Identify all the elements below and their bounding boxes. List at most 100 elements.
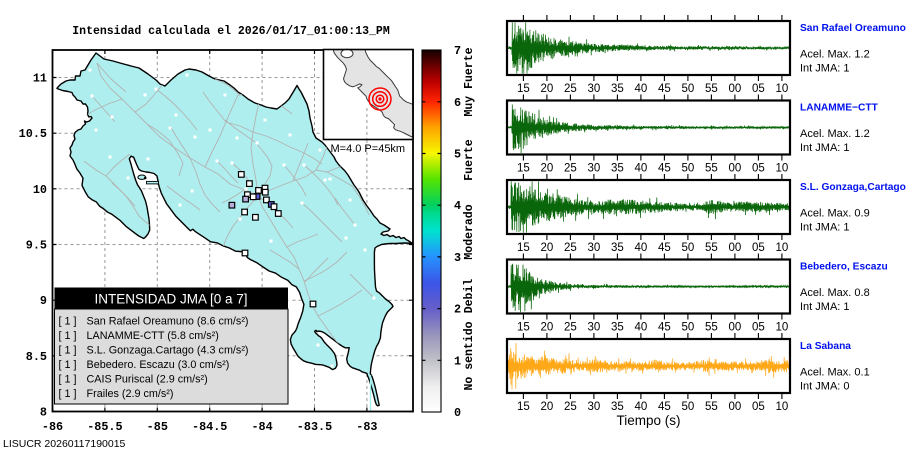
svg-text:INTENSIDAD JMA [0 a 7]: INTENSIDAD JMA [0 a 7] [94,292,247,307]
svg-text:00: 00 [729,242,742,254]
svg-text:-85.5: -85.5 [87,420,122,434]
svg-text:10: 10 [776,163,789,175]
svg-text:-83: -83 [356,420,377,434]
svg-text:55: 55 [705,242,718,254]
svg-text:[ 1 ]: [ 1 ] [59,374,77,386]
svg-text:2: 2 [454,303,461,317]
svg-text:Intensidad calculada el 2026/0: Intensidad calculada el 2026/01/17_01:00… [72,25,390,38]
svg-text:CAIS Puriscal (2.9 cm/s²): CAIS Puriscal (2.9 cm/s²) [87,374,208,386]
svg-text:55: 55 [705,163,718,175]
svg-text:6: 6 [454,96,461,110]
svg-text:20: 20 [541,322,554,334]
svg-text:Int JMA: 1: Int JMA: 1 [800,222,850,234]
svg-text:-84: -84 [251,420,272,434]
svg-text:40: 40 [635,83,648,95]
svg-text:20: 20 [541,242,554,254]
svg-text:[ 1 ]: [ 1 ] [59,345,77,357]
svg-text:00: 00 [729,322,742,334]
svg-text:11: 11 [33,72,47,86]
svg-text:San Rafael Oreamuno (8.6 cm/s²: San Rafael Oreamuno (8.6 cm/s²) [87,316,249,328]
svg-text:20: 20 [541,163,554,175]
svg-text:10.5: 10.5 [19,127,47,141]
svg-text:3: 3 [454,251,461,265]
svg-text:Acel. Max. 1.2: Acel. Max. 1.2 [800,49,870,61]
svg-text:20: 20 [541,401,554,413]
svg-text:05: 05 [752,242,765,254]
svg-text:35: 35 [611,242,624,254]
svg-text:-85: -85 [147,420,168,434]
svg-text:40: 40 [635,242,648,254]
svg-text:15: 15 [517,322,530,334]
svg-text:8.5: 8.5 [26,350,47,364]
svg-text:Muy Fuerte: Muy Fuerte [463,47,476,116]
svg-text:50: 50 [682,83,695,95]
svg-text:05: 05 [752,163,765,175]
svg-text:15: 15 [517,242,530,254]
svg-text:00: 00 [729,401,742,413]
svg-text:4: 4 [454,199,461,213]
svg-text:10: 10 [776,322,789,334]
svg-text:S.L. Gonzaga.Cartago (4.3 cm/s: S.L. Gonzaga.Cartago (4.3 cm/s²) [87,345,249,357]
svg-text:-83.5: -83.5 [297,420,332,434]
svg-text:LANAMME-CTT (5.8 cm/s²): LANAMME-CTT (5.8 cm/s²) [87,330,219,342]
svg-text:05: 05 [752,83,765,95]
svg-text:55: 55 [705,83,718,95]
svg-text:Int JMA: 1: Int JMA: 1 [800,142,850,154]
svg-text:1: 1 [454,354,461,368]
svg-text:30: 30 [588,83,601,95]
svg-text:30: 30 [588,163,601,175]
svg-text:[ 1 ]: [ 1 ] [59,359,77,371]
svg-text:Acel. Max. 0.9: Acel. Max. 0.9 [800,208,870,220]
svg-text:35: 35 [611,322,624,334]
svg-text:05: 05 [752,322,765,334]
svg-text:9: 9 [40,294,47,308]
svg-text:15: 15 [517,163,530,175]
svg-text:40: 40 [635,322,648,334]
svg-text:55: 55 [705,322,718,334]
svg-text:45: 45 [658,322,671,334]
svg-text:35: 35 [611,401,624,413]
svg-text:10: 10 [776,242,789,254]
svg-text:35: 35 [611,83,624,95]
svg-text:[ 1 ]: [ 1 ] [59,388,77,400]
svg-text:30: 30 [588,322,601,334]
svg-text:55: 55 [705,401,718,413]
svg-text:-84.5: -84.5 [192,420,227,434]
svg-text:Tiempo (s): Tiempo (s) [616,413,680,428]
svg-text:Debil: Debil [463,279,476,314]
svg-text:10: 10 [33,183,47,197]
svg-text:[ 1 ]: [ 1 ] [59,316,77,328]
svg-text:40: 40 [635,401,648,413]
svg-text:10: 10 [776,83,789,95]
svg-text:05: 05 [752,401,765,413]
svg-text:Acel. Max. 0.1: Acel. Max. 0.1 [800,367,870,379]
svg-text:8: 8 [40,406,47,420]
svg-text:La Sabana: La Sabana [800,341,851,352]
svg-text:50: 50 [682,163,695,175]
svg-text:50: 50 [682,322,695,334]
svg-text:40: 40 [635,163,648,175]
svg-text:No sentido: No sentido [463,321,476,390]
svg-text:[ 1 ]: [ 1 ] [59,330,77,342]
svg-text:45: 45 [658,401,671,413]
svg-text:15: 15 [517,83,530,95]
svg-text:00: 00 [729,83,742,95]
svg-text:7: 7 [454,44,461,58]
svg-text:LISUCR 20260117190015: LISUCR 20260117190015 [3,438,126,450]
svg-text:9.5: 9.5 [26,239,47,253]
svg-text:45: 45 [658,83,671,95]
svg-text:50: 50 [682,242,695,254]
svg-text:25: 25 [564,163,577,175]
svg-text:Bebedero. Escazu (3.0 cm/s²): Bebedero. Escazu (3.0 cm/s²) [87,359,230,371]
svg-text:45: 45 [658,242,671,254]
svg-text:00: 00 [729,163,742,175]
svg-text:30: 30 [588,401,601,413]
svg-text:Bebedero, Escazu: Bebedero, Escazu [800,262,888,273]
svg-text:-86: -86 [42,420,63,434]
svg-text:50: 50 [682,401,695,413]
svg-text:San Rafael Oreamuno: San Rafael Oreamuno [800,23,906,34]
svg-text:M=4.0 P=45km: M=4.0 P=45km [331,143,406,155]
svg-text:35: 35 [611,163,624,175]
svg-text:15: 15 [517,401,530,413]
svg-text:Acel. Max. 1.2: Acel. Max. 1.2 [800,128,870,140]
